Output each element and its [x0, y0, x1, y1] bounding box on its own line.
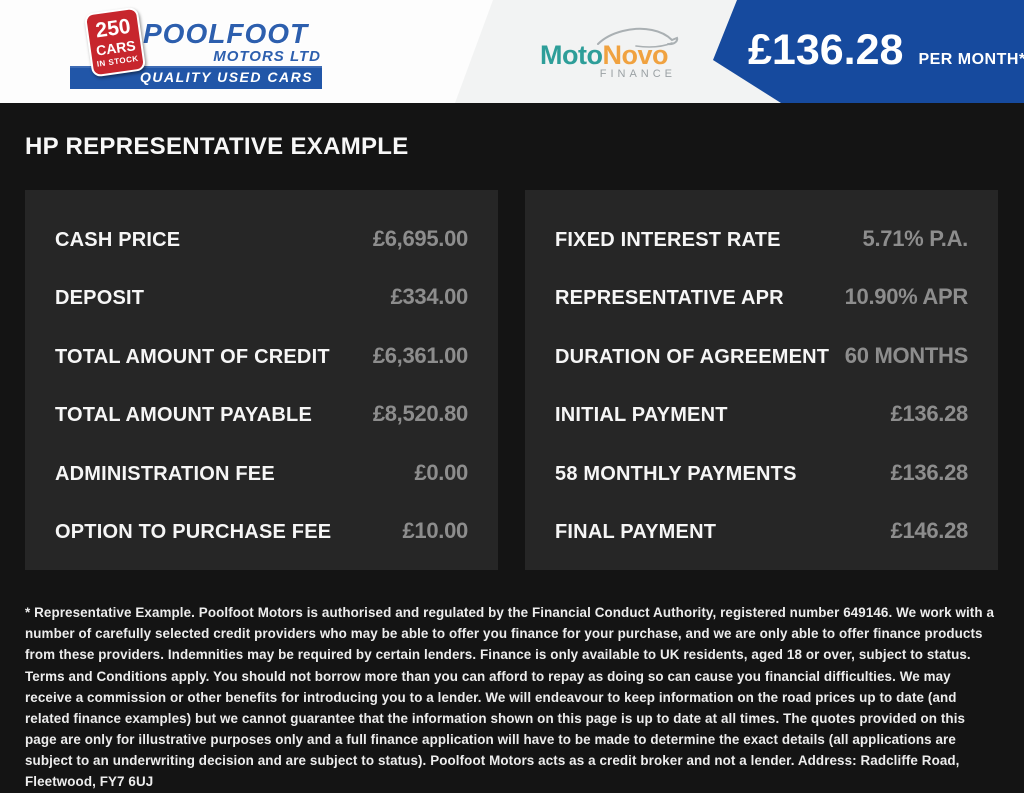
finance-row-label: REPRESENTATIVE APR	[555, 287, 784, 310]
finance-row-value: £136.28	[890, 459, 969, 485]
finance-row-label: CASH PRICE	[55, 229, 181, 251]
finance-row-value: £334.00	[390, 284, 469, 310]
finance-row: 58 MONTHLY PAYMENTS £136.28	[555, 460, 968, 486]
finance-brand-subtitle: FINANCE	[599, 68, 676, 80]
finance-brand-wordmark: MotoNovo	[540, 40, 668, 71]
legal-disclaimer: * Representative Example. Poolfoot Motor…	[25, 605, 995, 790]
finance-row-label: DURATION OF AGREEMENT	[555, 345, 830, 368]
finance-row: TOTAL AMOUNT OF CREDIT £6,361.00	[55, 343, 468, 369]
finance-row-value: £6,695.00	[372, 226, 468, 251]
finance-row-value: 10.90% APR	[844, 284, 969, 310]
finance-row-label: TOTAL AMOUNT PAYABLE	[55, 404, 312, 427]
finance-row-value: £10.00	[402, 517, 469, 543]
finance-row: TOTAL AMOUNT PAYABLE £8,520.80	[55, 401, 468, 427]
finance-row-label: TOTAL AMOUNT OF CREDIT	[55, 345, 330, 368]
monthly-price-amount: £136.28	[748, 26, 904, 74]
finance-row-label: OPTION TO PURCHASE FEE	[55, 520, 332, 543]
finance-row-label: INITIAL PAYMENT	[555, 404, 728, 427]
page-title: HP REPRESENTATIVE EXAMPLE	[25, 133, 409, 160]
finance-panel-left: CASH PRICE £6,695.00 DEPOSIT £334.00 TOT…	[25, 190, 498, 570]
finance-row: FINAL PAYMENT £146.28	[555, 518, 968, 544]
finance-row: REPRESENTATIVE APR 10.90% APR	[555, 284, 968, 310]
dealer-tagline: QUALITY USED CARS	[140, 69, 314, 85]
finance-row-value: £0.00	[414, 459, 468, 485]
car-swoosh-icon	[597, 27, 679, 48]
finance-row: OPTION TO PURCHASE FEE £10.00	[55, 518, 468, 544]
finance-row-value: 5.71% P.A.	[862, 226, 969, 251]
finance-row-label: FINAL PAYMENT	[555, 520, 717, 543]
finance-row-value: £8,520.80	[372, 401, 468, 427]
monthly-price: £136.28 PER MONTH*	[748, 26, 1024, 75]
brand-part-novo: Novo	[602, 40, 668, 70]
finance-row: CASH PRICE £6,695.00	[55, 226, 468, 252]
finance-row-value: £146.28	[890, 517, 969, 543]
finance-row: DEPOSIT £334.00	[55, 284, 468, 310]
header-banner: POOLFOOT MOTORS LTD QUALITY USED CARS 25…	[0, 0, 1024, 103]
finance-row-value: £6,361.00	[372, 342, 468, 368]
finance-row-label: DEPOSIT	[55, 287, 145, 310]
brand-part-moto: Moto	[540, 40, 603, 70]
dealer-logo: POOLFOOT MOTORS LTD QUALITY USED CARS 25…	[70, 6, 322, 96]
finance-row: ADMINISTRATION FEE £0.00	[55, 460, 468, 486]
finance-row-value: £136.28	[890, 401, 969, 427]
header-blue-diagonal	[713, 0, 1024, 103]
stock-count-badge: 250 CARS IN STOCK	[83, 6, 147, 78]
finance-row-label: FIXED INTEREST RATE	[555, 229, 781, 251]
dealer-name: POOLFOOT	[143, 18, 309, 49]
dealer-name-suffix: MOTORS LTD	[213, 48, 321, 65]
finance-row-label: 58 MONTHLY PAYMENTS	[555, 462, 797, 485]
finance-brand-logo: MotoNovo FINANCE	[532, 24, 682, 80]
finance-row-value: 60 MONTHS	[844, 342, 969, 368]
finance-row: DURATION OF AGREEMENT 60 MONTHS	[555, 343, 968, 369]
finance-row: INITIAL PAYMENT £136.28	[555, 401, 968, 427]
monthly-price-period: PER MONTH*	[918, 51, 1024, 68]
finance-row: FIXED INTEREST RATE 5.71% P.A.	[555, 226, 968, 252]
finance-row-label: ADMINISTRATION FEE	[55, 462, 275, 485]
finance-panel-right: FIXED INTEREST RATE 5.71% P.A. REPRESENT…	[525, 190, 998, 570]
